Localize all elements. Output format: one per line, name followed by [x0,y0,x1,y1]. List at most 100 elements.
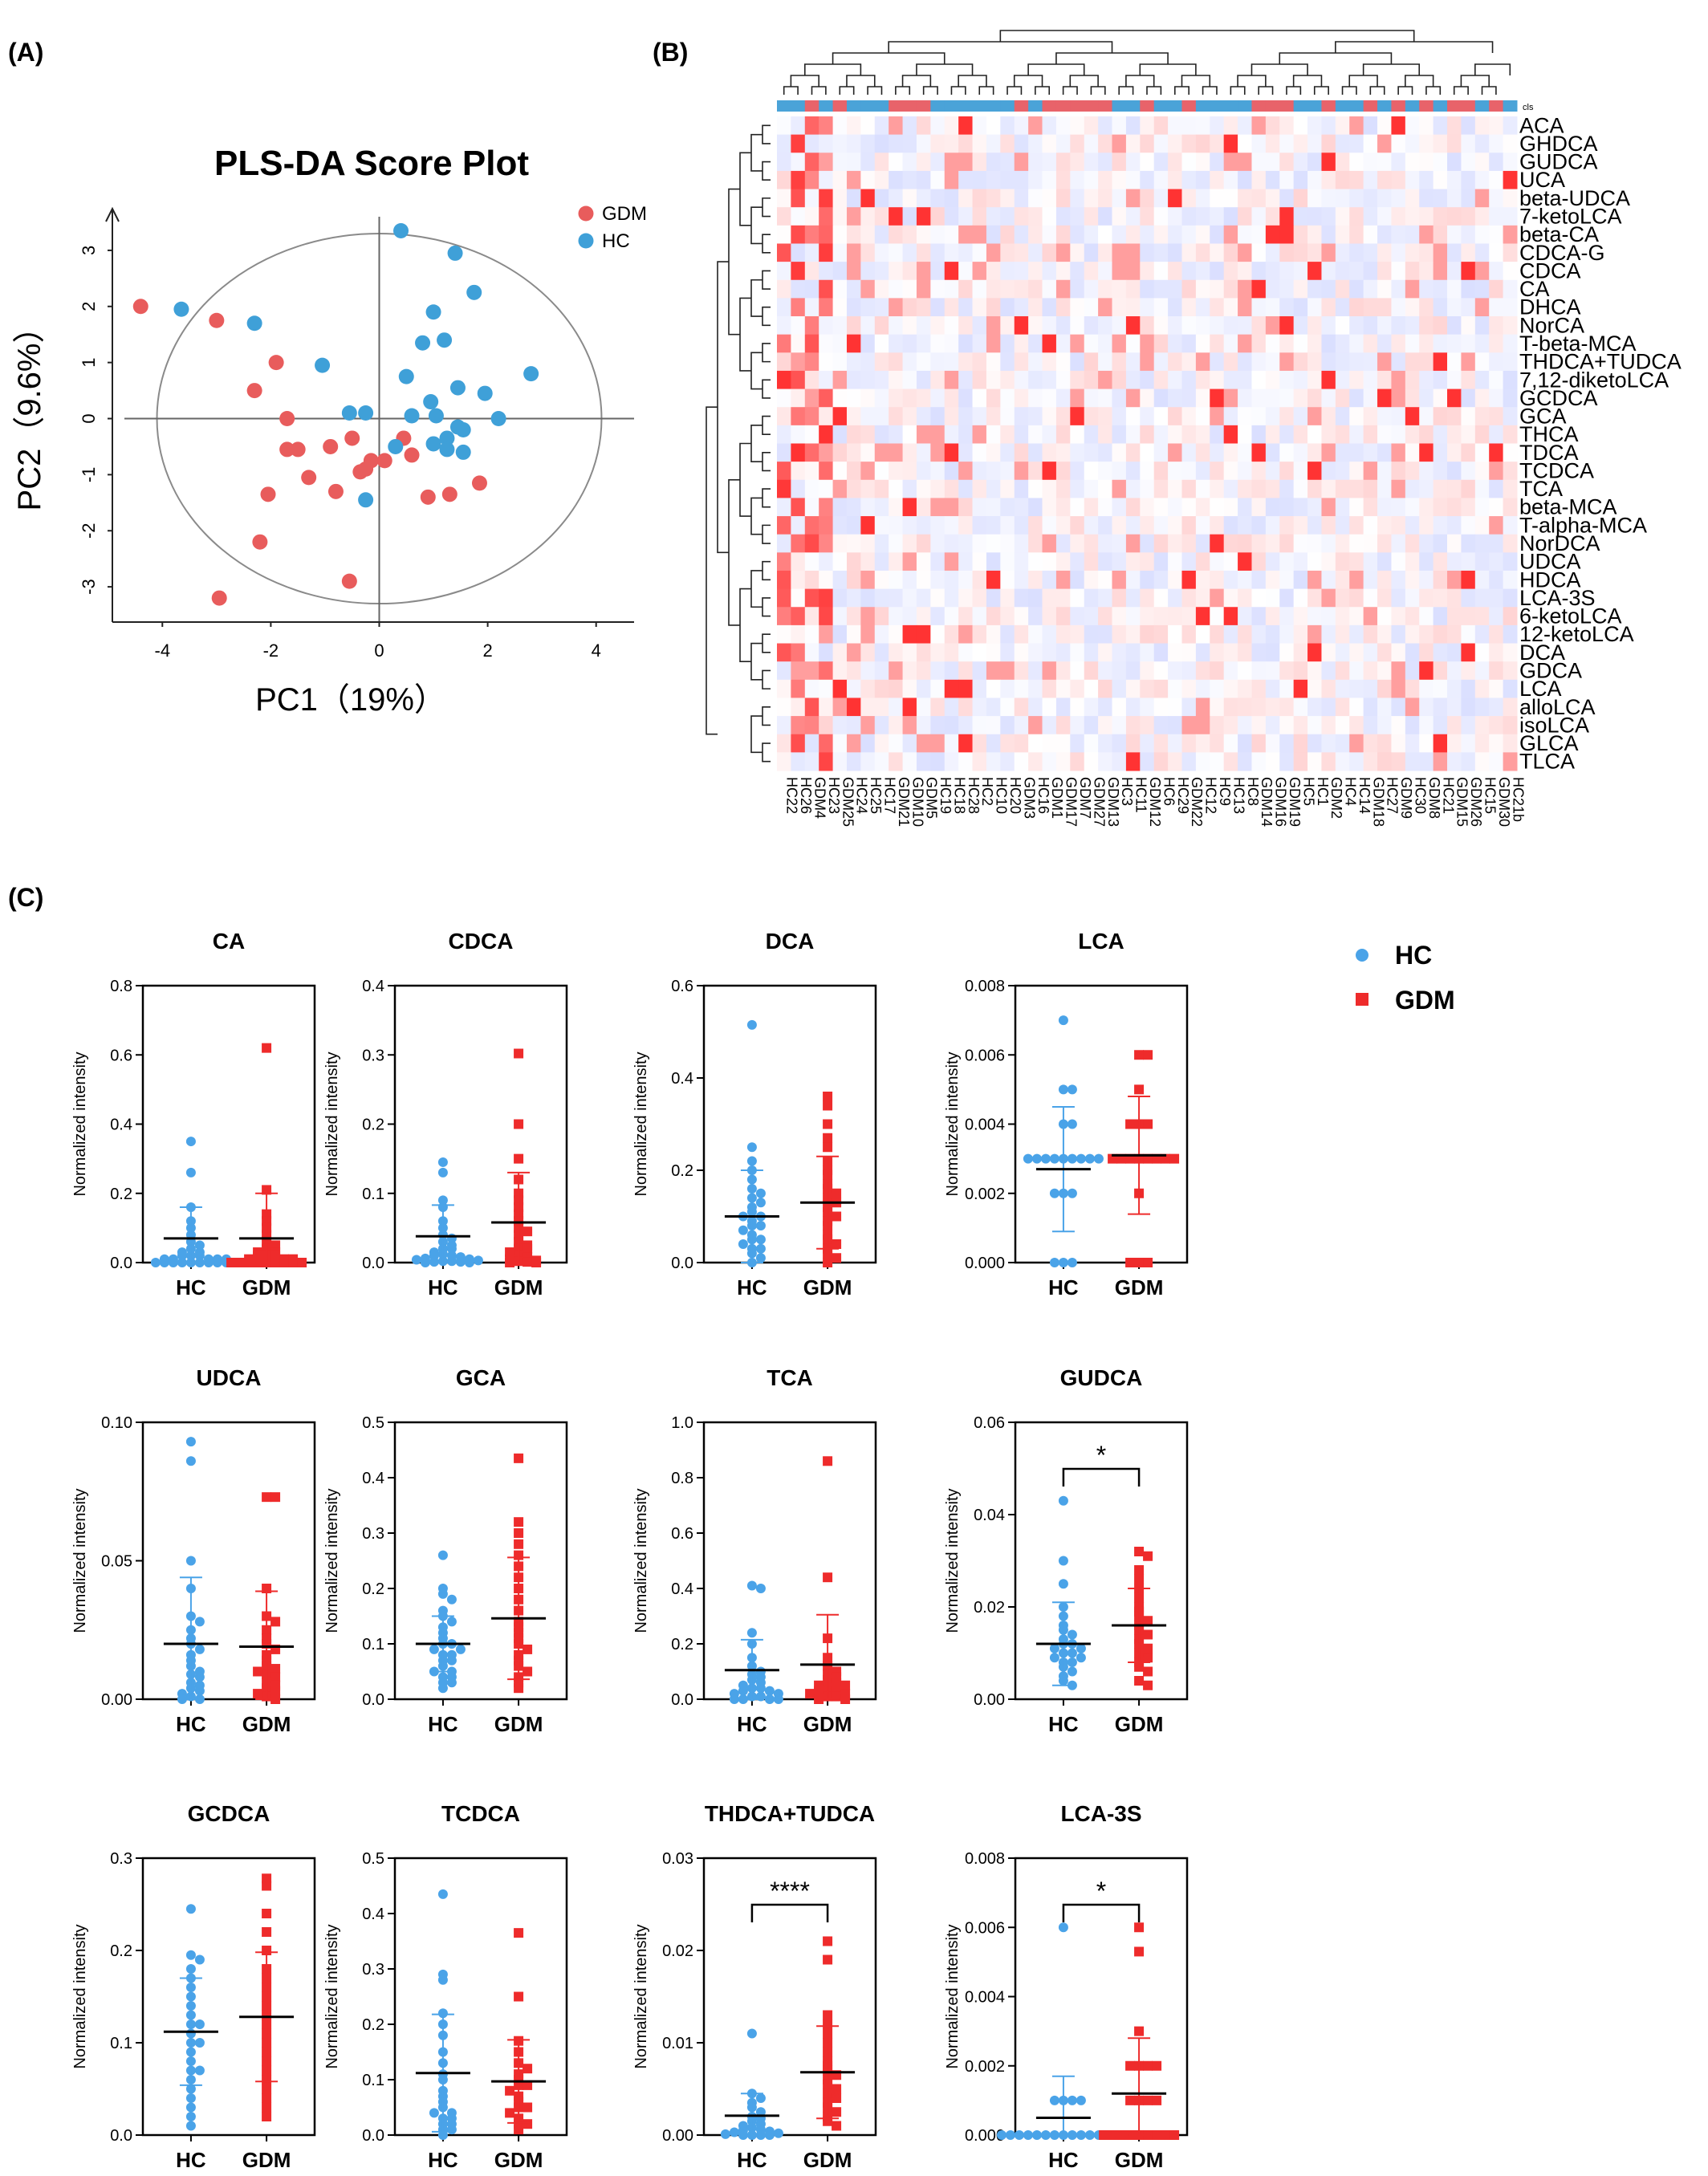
data-point-gdm [832,2093,842,2103]
data-point-gdm [1134,1574,1145,1584]
heatmap-cell [1055,243,1071,262]
x-tick-label: HC [1048,1275,1079,1299]
heatmap-cell [1181,388,1197,408]
heatmap-cell [972,116,987,136]
heatmap-cell [1140,752,1155,771]
heatmap-cell [972,462,987,481]
heatmap-cell [1238,479,1252,498]
y-tick-label: 0.4 [671,1070,693,1088]
heatmap-cell [1112,443,1127,462]
heatmap-cell [1042,116,1057,136]
y-tick-label: 0.0 [110,2127,132,2145]
heatmap-cell [1349,479,1364,498]
heatmap-cell [1321,679,1336,698]
data-point-hc [194,1240,205,1251]
y-tick-label: 0.2 [362,2016,384,2034]
heatmap-cell [1153,316,1169,336]
heatmap-cell [1028,462,1043,481]
heatmap-cell [1377,479,1392,498]
heatmap-cell [1014,570,1029,590]
heatmap-cell [1503,679,1518,698]
heatmap-cell [1321,443,1336,462]
heatmap-cell [1335,516,1350,535]
heatmap-cell [1377,298,1392,317]
heatmap-cell [1000,607,1015,626]
data-point-gdm [514,1153,524,1164]
heatmap-cell [1168,661,1182,681]
heatmap-cell [1335,153,1350,172]
heatmap-cell [1098,752,1113,771]
heatmap-cell [777,516,791,535]
heatmap-cell [1419,734,1434,753]
heatmap-cell [1098,153,1113,172]
heatmap-col-label: HC5 [1300,777,1316,806]
heatmap-cell [1447,624,1462,645]
data-point-hc [446,1256,457,1267]
heatmap-cell [1363,552,1378,571]
heatmap-cell [1084,443,1099,462]
data-point-gdm [832,2121,842,2131]
heatmap-cell [1419,407,1434,426]
heatmap-cell [1405,425,1420,444]
heatmap-cell [902,462,917,481]
data-point-gdm [1134,1661,1145,1672]
data-point-gdm [523,1666,533,1677]
heatmap-cell [1279,516,1295,535]
heatmap-cell [1042,479,1057,498]
heatmap-cell [777,716,791,735]
heatmap-cell [1293,607,1308,626]
heatmap-cell [1335,588,1350,608]
heatmap-cell [930,116,946,136]
heatmap-cell [930,352,946,372]
dot-plot-title: TCDCA [441,1801,520,1826]
y-tick-label: 0.0 [362,1691,384,1709]
heatmap-cell [1307,425,1322,444]
heatmap-cell [860,607,876,626]
heatmap-cell [972,352,987,372]
heatmap-cell [1042,189,1057,208]
heatmap-cell [1293,516,1308,535]
row-dendrogram-branch [762,706,771,726]
heatmap-cell [1251,534,1267,553]
y-tick-label: 0.8 [110,978,132,995]
significance-bracket [1062,1467,1141,1487]
heatmap-cell [1321,189,1336,208]
heatmap-cell [902,316,917,336]
data-point-gdm [1134,1922,1145,1933]
heatmap-cell [874,552,889,571]
heatmap-cell [1125,407,1141,426]
x-tick-label: HC [428,1275,458,1299]
data-point-hc [150,1258,161,1267]
heatmap-row-label: 12-ketoLCA [1519,622,1634,646]
heatmap-cell [1195,734,1210,753]
heatmap-cell [1293,352,1308,372]
heatmap-cell [1168,134,1182,153]
heatmap-cell [1503,279,1518,299]
data-point-hc [1049,2095,1059,2105]
heatmap-cell [1112,752,1127,771]
heatmap-cell [1377,752,1392,771]
heatmap-cell [1028,352,1043,372]
heatmap-cell [804,225,819,244]
heatmap-cell [986,316,1001,336]
heatmap-cell [1112,279,1127,299]
heatmap-cell [1279,407,1295,426]
heatmap-cell [902,425,917,444]
heatmap-cell [1293,262,1308,281]
heatmap-cell [1461,425,1476,444]
heatmap-cell [944,334,959,353]
heatmap-cell [1210,370,1225,390]
heatmap-cell [846,153,861,172]
heatmap-cell [902,153,917,172]
column-dendrogram-branch [958,75,987,87]
data-point-gdm [823,1258,833,1267]
heatmap-cell [874,370,889,390]
heatmap-cell [1474,334,1490,353]
heatmap-cell [1461,443,1476,462]
heatmap-cell [860,334,876,353]
y-tick-label: 3 [79,246,99,255]
heatmap-cell [1461,334,1476,353]
heatmap-cell [1461,407,1476,426]
plot-frame [141,1421,316,1701]
heatmap-cell [1251,279,1267,299]
